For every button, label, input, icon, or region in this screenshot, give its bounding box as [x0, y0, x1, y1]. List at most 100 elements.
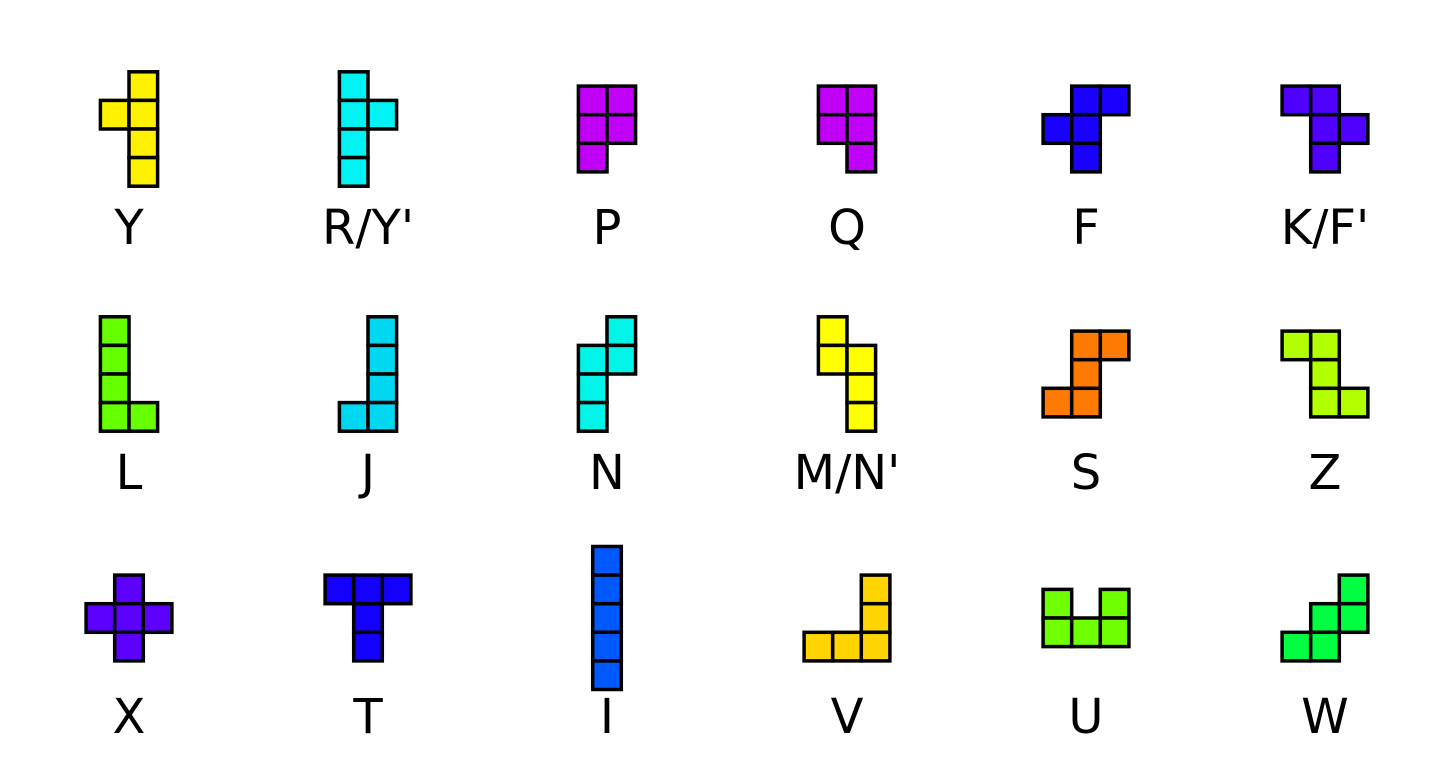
pentomino-cell	[576, 141, 609, 174]
pentomino-cell	[802, 630, 835, 663]
pentomino-label-i: I	[599, 689, 615, 745]
pentomino-cell	[1337, 386, 1370, 419]
pentomino-cell	[1280, 84, 1313, 117]
pentomino-n	[576, 315, 638, 433]
pentomino-cell	[380, 573, 413, 606]
pentomino-cell	[323, 573, 356, 606]
pentomino-cell	[98, 400, 131, 433]
pentomino-cell	[590, 659, 624, 692]
pentomino-cell	[351, 630, 385, 663]
pentomino-cell	[1041, 112, 1074, 146]
pentomino-cell	[1308, 84, 1342, 117]
pentomino-cell	[1337, 573, 1370, 606]
pentomino-cell	[816, 315, 849, 348]
pentomino-label-u: U	[1068, 689, 1104, 745]
pentomino-label-l: L	[115, 445, 143, 501]
pentomino-cell	[1308, 630, 1342, 663]
pentomino-cell	[337, 127, 370, 160]
pentomino-cell	[1069, 329, 1103, 362]
pentomino-cell	[605, 343, 638, 376]
pentomino-u	[1041, 587, 1131, 649]
pentomino-cell	[576, 400, 609, 433]
pentomino-cell	[1041, 616, 1074, 649]
pentomino-i	[590, 544, 624, 692]
pentomino-cell	[845, 343, 878, 376]
pentomino-cell	[1041, 386, 1074, 419]
pentomino-cell	[127, 98, 160, 131]
pentomino-cell	[1337, 601, 1370, 635]
pentomino-cell	[141, 601, 174, 635]
pentomino-q	[816, 84, 878, 174]
pentomino-label-j: J	[360, 445, 376, 501]
pentomino-cell	[1308, 601, 1342, 635]
pentomino-cell	[127, 400, 160, 433]
pentomino-t	[323, 573, 413, 663]
pentomino-cell	[112, 630, 146, 663]
pentomino-p	[576, 84, 638, 174]
pentomino-cell	[1098, 587, 1131, 620]
pentomino-cell	[337, 155, 370, 188]
pentomino-s	[1041, 329, 1131, 419]
pentomino-label-t: T	[353, 689, 383, 745]
pentomino-label-v: V	[830, 689, 864, 745]
pentomino-cell	[1069, 357, 1103, 391]
pentomino-v	[802, 573, 892, 663]
pentomino-label-w: W	[1301, 689, 1349, 745]
pentomino-cell	[127, 155, 160, 188]
pentomino-cell	[112, 573, 146, 606]
pentomino-label-k-f: K/F'	[1280, 200, 1370, 256]
pentomino-cell	[337, 70, 370, 103]
pentomino-label-z: Z	[1308, 445, 1342, 501]
pentomino-cell	[816, 84, 849, 117]
pentomino-cell	[366, 400, 399, 433]
pentomino-cell	[351, 573, 385, 606]
pentomino-cell	[590, 544, 624, 577]
pentomino-cell	[816, 112, 849, 146]
pentomino-j	[337, 315, 399, 433]
pentomino-label-s: S	[1070, 445, 1102, 501]
pentomino-cell	[605, 315, 638, 348]
pentomino-label-r-y: R/Y'	[321, 200, 415, 256]
pentomino-label-m-n: M/N'	[793, 445, 901, 501]
pentomino-cell	[1069, 141, 1103, 174]
pentomino-cell	[351, 601, 385, 635]
pentomino-label-x: X	[112, 689, 146, 745]
pentomino-cell	[1098, 616, 1131, 649]
pentomino-r-y	[337, 70, 399, 188]
pentomino-cell	[1337, 112, 1370, 146]
pentomino-cell	[1308, 112, 1342, 146]
pentomino-cell	[605, 112, 638, 146]
pentomino-cell	[1280, 329, 1313, 362]
pentomino-cell	[1098, 329, 1131, 362]
pentomino-cell	[1098, 84, 1131, 117]
pentomino-z	[1280, 329, 1370, 419]
pentomino-cell	[112, 601, 146, 635]
pentomino-cell	[366, 98, 399, 131]
pentomino-cell	[576, 112, 609, 146]
pentomino-cell	[98, 372, 131, 405]
pentomino-cell	[1308, 141, 1342, 174]
pentomino-cell	[1069, 84, 1103, 117]
pentomino-cell	[127, 70, 160, 103]
pentomino-l	[98, 315, 160, 433]
pentomino-cell	[576, 343, 609, 376]
pentomino-cell	[1280, 630, 1313, 663]
pentomino-cell	[98, 315, 131, 348]
pentomino-cell	[590, 601, 624, 635]
pentomino-cell	[1069, 616, 1103, 649]
pentomino-cell	[845, 141, 878, 174]
pentomino-cell	[98, 343, 131, 376]
pentomino-cell	[1069, 112, 1103, 146]
pentomino-label-p: P	[592, 200, 622, 256]
pentomino-cell	[337, 400, 370, 433]
pentomino-cell	[845, 112, 878, 146]
pentomino-cell	[590, 630, 624, 663]
pentomino-cell	[366, 343, 399, 376]
pentomino-cell	[1308, 357, 1342, 391]
pentomino-cell	[1041, 587, 1074, 620]
pentomino-cell	[1308, 386, 1342, 419]
pentomino-cell	[576, 372, 609, 405]
pentomino-cell	[590, 573, 624, 606]
